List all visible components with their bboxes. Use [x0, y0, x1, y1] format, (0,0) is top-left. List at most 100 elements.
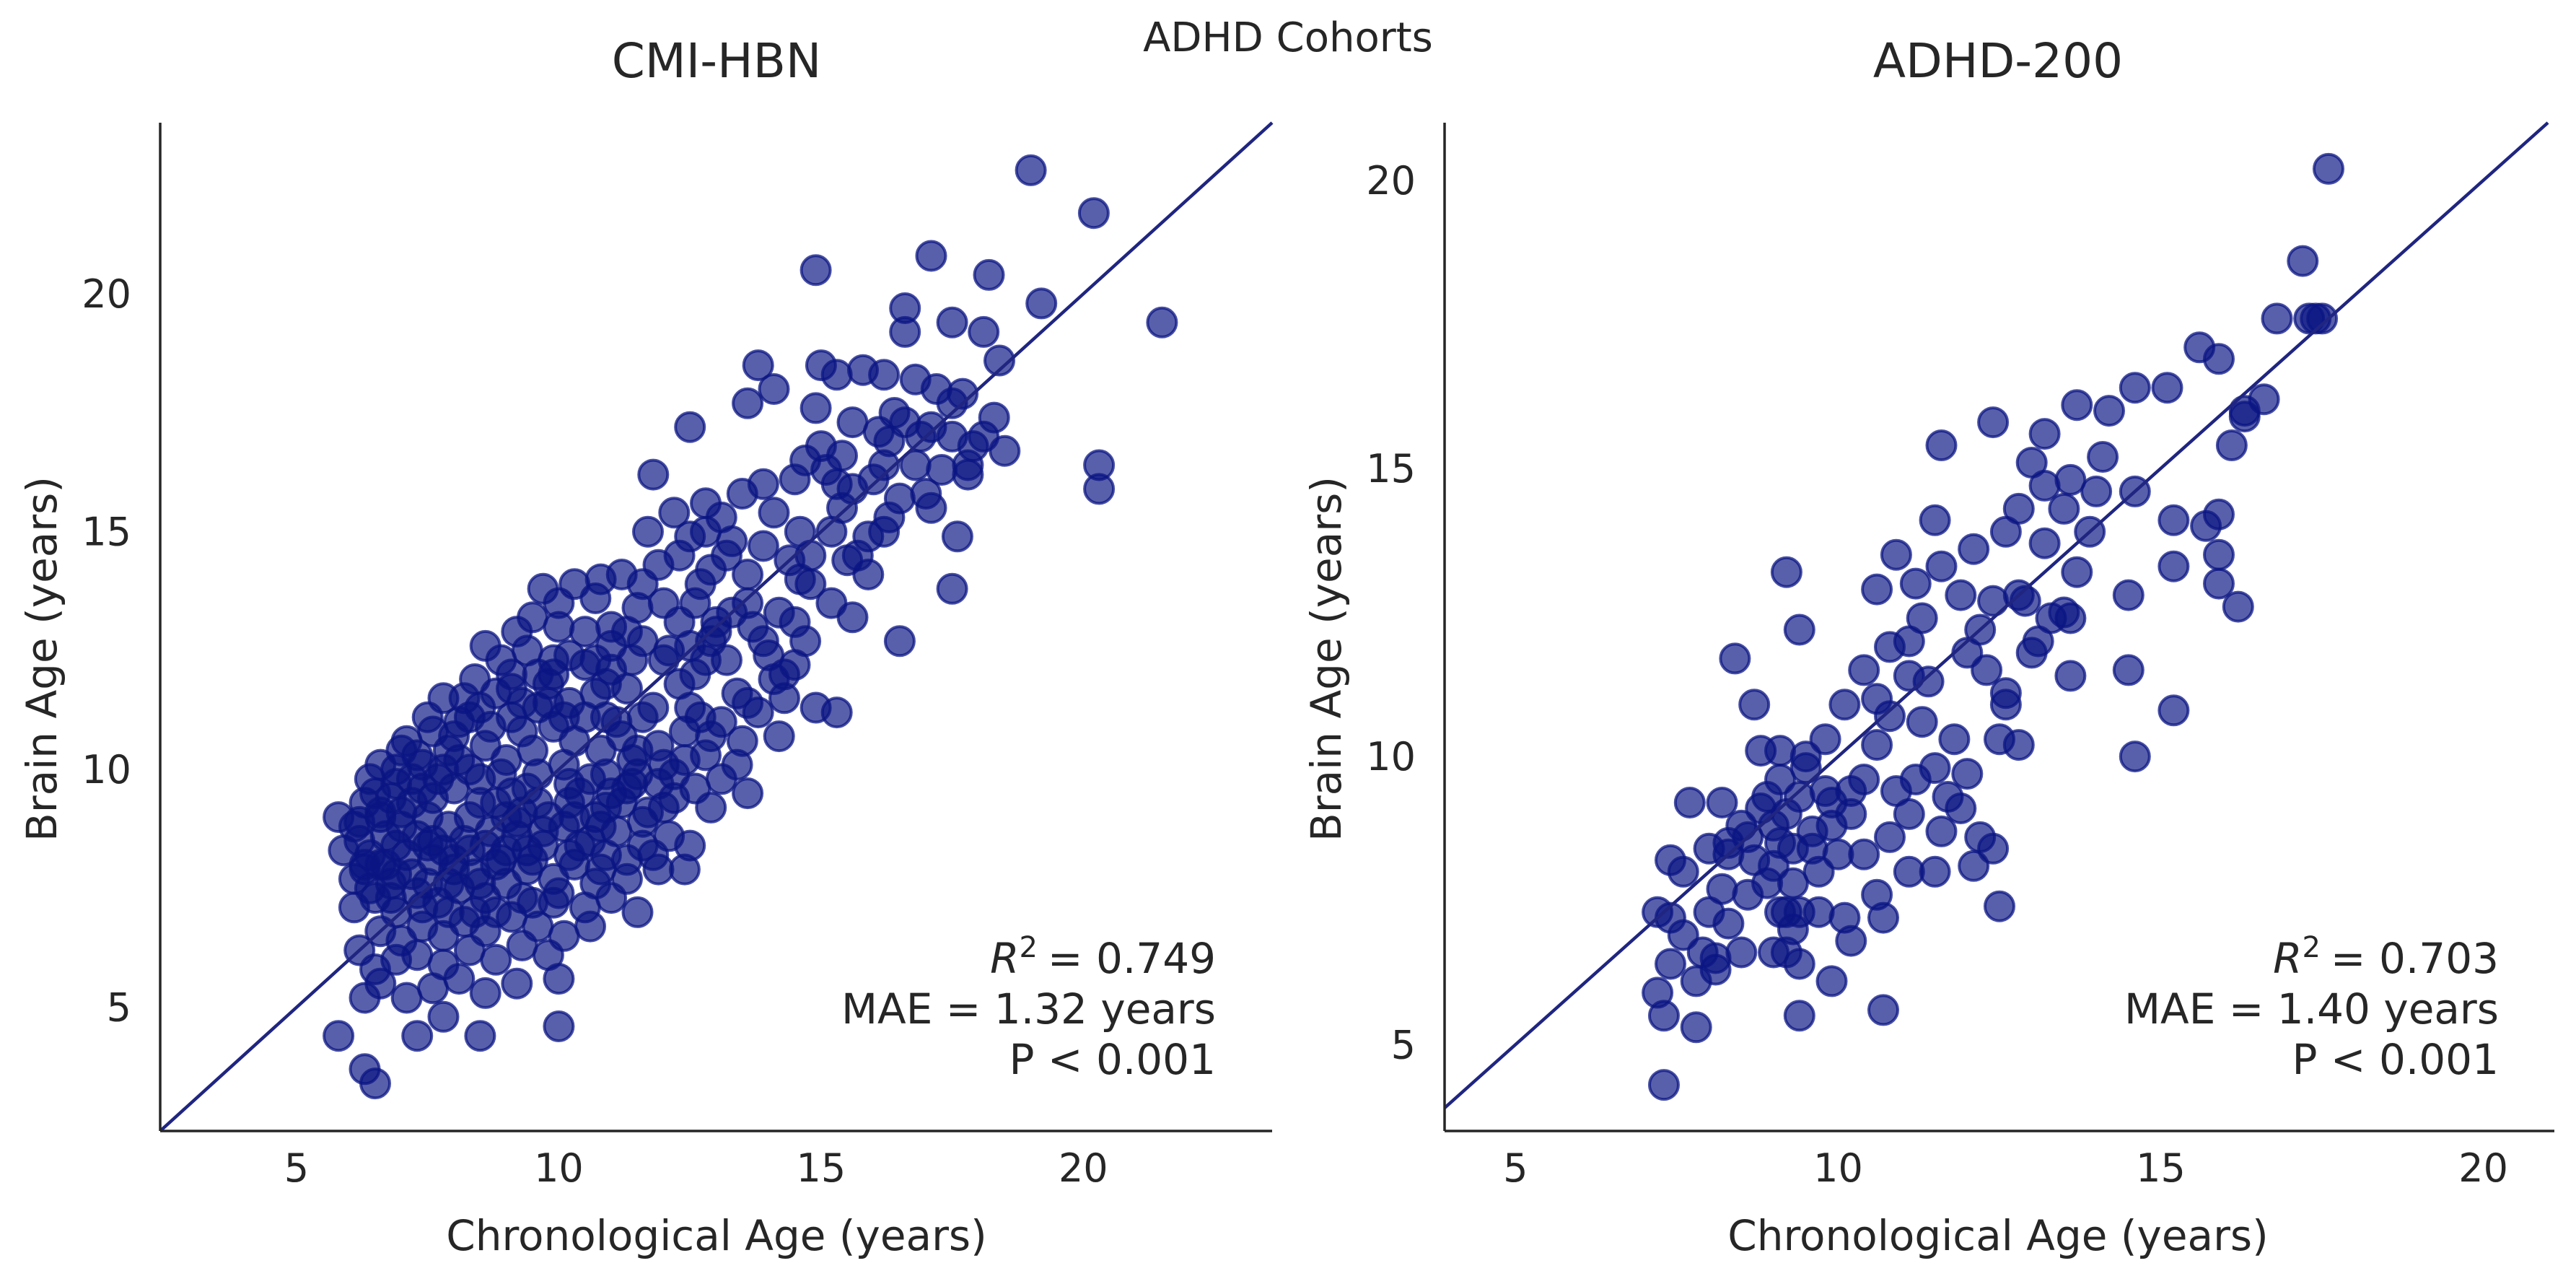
data-point [1977, 406, 2010, 439]
panel-adhd-200: ADHD-200 5 10 15 20 5 10 15 20 Chronological Ag… [1302, 33, 2554, 1260]
data-point [941, 520, 973, 553]
data-point [1083, 473, 1116, 505]
data-point [517, 844, 549, 876]
scatter-points [323, 154, 1178, 1100]
data-point [1815, 965, 1848, 997]
data-point [553, 639, 585, 671]
data-point [1919, 752, 1951, 785]
data-point [2112, 654, 2145, 686]
data-point [1706, 787, 1738, 818]
data-point [579, 868, 612, 900]
data-point [2048, 596, 2080, 629]
data-point [758, 497, 790, 529]
data-point [401, 939, 434, 971]
tick-labels: 5 10 15 20 5 10 15 20 [1366, 158, 2508, 1191]
data-point [2228, 401, 2261, 433]
data-point [1919, 504, 1951, 536]
data-point [690, 515, 722, 548]
data-point [1680, 1011, 1712, 1044]
data-point [485, 758, 517, 790]
p-value-stat: P < 0.001 [1009, 1035, 1217, 1084]
data-point [349, 982, 381, 1014]
data-point [1693, 896, 1725, 928]
identity-line-group [1443, 121, 2549, 1109]
r2-symbol: R [990, 934, 1019, 983]
data-point [2157, 694, 2190, 727]
data-point [496, 658, 527, 691]
data-point [427, 1000, 460, 1033]
x-tick-label: 20 [1059, 1145, 1108, 1191]
data-point [2048, 492, 2080, 525]
data-point [2080, 475, 2113, 507]
stats-annotation: R2 = 0.749 MAE = 1.32 years P < 0.001 [841, 931, 1216, 1084]
data-point [354, 763, 386, 795]
mae-stat: MAE = 1.32 years [841, 984, 1216, 1034]
data-point [2287, 245, 2319, 277]
data-point [1906, 706, 1938, 738]
data-point [1912, 665, 1945, 698]
data-point [453, 754, 486, 786]
data-point [1945, 792, 1977, 824]
data-point [732, 777, 764, 810]
data-point [2203, 343, 2235, 375]
data-point [868, 449, 901, 481]
data-point [936, 572, 968, 605]
data-point [1835, 925, 1867, 957]
data-point [779, 463, 811, 496]
data-point [1861, 729, 1893, 761]
data-point [543, 963, 575, 995]
data-point [936, 387, 968, 419]
data-point [747, 530, 779, 562]
data-point [1925, 815, 1958, 847]
scatter-points [1642, 152, 2344, 1101]
data-point [1648, 1000, 1680, 1032]
data-point [464, 1020, 496, 1052]
data-point [469, 829, 501, 862]
data-point [1984, 890, 2015, 922]
tick-labels: 5 10 15 20 5 10 15 20 [82, 271, 1108, 1191]
data-point [868, 515, 901, 548]
stats-annotation: R2 = 0.703 MAE = 1.40 years P < 0.001 [2124, 931, 2499, 1084]
data-point [2112, 579, 2145, 611]
x-axis-label: Chronological Age (years) [446, 1211, 987, 1260]
data-point [658, 497, 691, 529]
data-point [543, 1010, 575, 1042]
data-point [820, 359, 853, 391]
data-point [1077, 197, 1110, 230]
data-point [1867, 994, 1899, 1026]
data-point [443, 963, 476, 995]
data-point [1989, 515, 2022, 548]
p-value-stat: P < 0.001 [2292, 1035, 2500, 1084]
r2-value: = 0.703 [2331, 934, 2499, 983]
data-point [1648, 1069, 1680, 1101]
data-point [836, 406, 869, 439]
data-point [2054, 660, 2087, 692]
r2-superscript: 2 [1019, 931, 1037, 964]
y-tick-label: 20 [82, 271, 131, 317]
data-point [1880, 538, 1912, 571]
data-point [2087, 441, 2119, 473]
data-point [1719, 642, 1751, 675]
data-point [543, 587, 575, 619]
data-point [1764, 735, 1796, 767]
x-tick-label: 15 [2136, 1145, 2186, 1191]
data-point [1925, 550, 1958, 582]
data-point [1738, 689, 1771, 721]
data-point [1893, 798, 1925, 830]
data-point [1828, 689, 1861, 721]
data-point [380, 768, 413, 800]
data-point [883, 625, 916, 658]
data-point [2203, 567, 2235, 600]
data-point [1848, 764, 1880, 795]
data-point [469, 629, 501, 662]
data-point [952, 458, 984, 491]
data-point [1015, 154, 1047, 186]
data-point [747, 468, 779, 500]
mae-stat: MAE = 1.40 years [2124, 984, 2499, 1034]
data-point [1680, 965, 1712, 997]
data-point [847, 354, 879, 386]
data-point [506, 686, 538, 719]
data-point [973, 258, 1005, 291]
data-point [915, 240, 947, 272]
data-point [401, 1020, 434, 1052]
